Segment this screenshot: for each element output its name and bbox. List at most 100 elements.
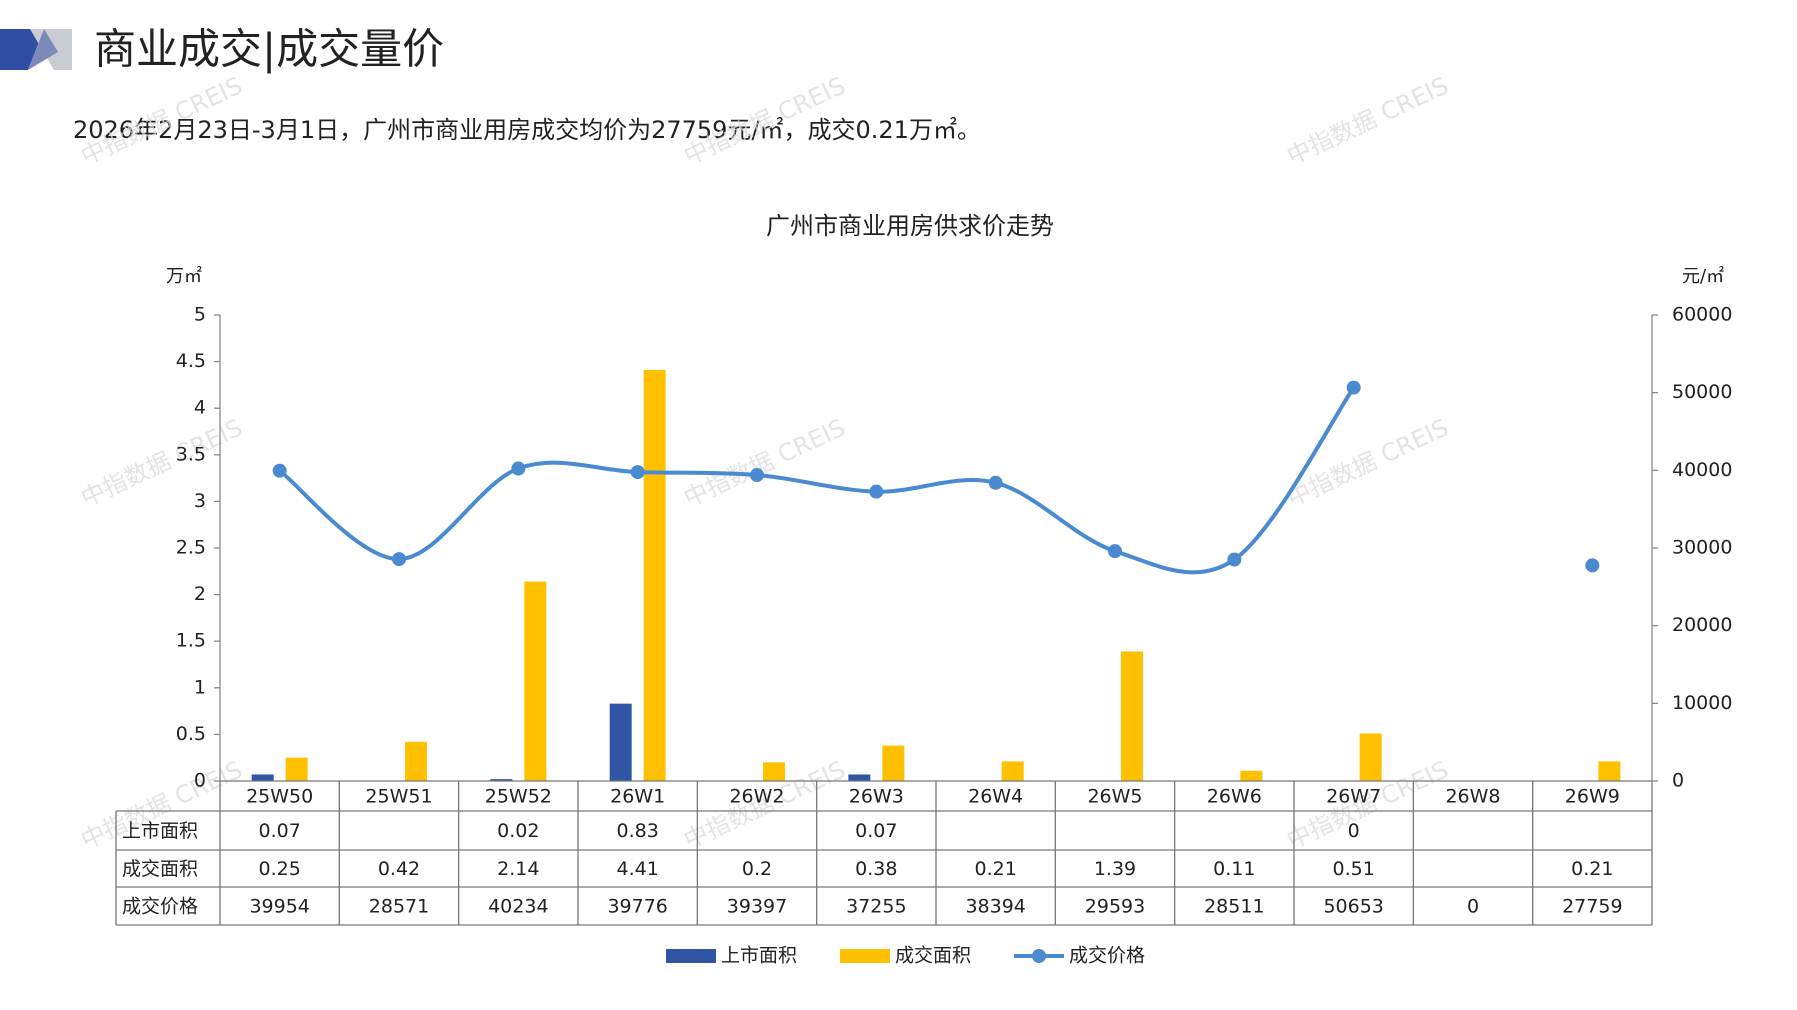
legend-label: 上市面积	[721, 945, 797, 967]
x-tick-label: 25W51	[365, 786, 432, 808]
y2-tick-label: 0	[1672, 770, 1684, 792]
x-tick-label: 25W50	[246, 786, 313, 808]
y2-tick-label: 60000	[1672, 304, 1732, 326]
watermark: 中指数据 CREIS	[680, 414, 850, 513]
y2-tick-label: 10000	[1672, 692, 1732, 714]
y-tick-label: 4	[194, 397, 206, 419]
x-tick-label: 26W5	[1087, 786, 1142, 808]
table-cell: 0.21	[1571, 858, 1613, 880]
table-cell: 4.41	[617, 858, 659, 880]
bar	[1121, 651, 1143, 781]
legend-swatch	[1032, 949, 1046, 963]
table-cell: 0.2	[742, 858, 772, 880]
price-marker	[272, 463, 287, 478]
price-marker	[1108, 544, 1122, 559]
legend-label: 成交价格	[1069, 945, 1145, 967]
bar	[1240, 770, 1263, 781]
table-cell: 28571	[369, 896, 429, 918]
bar	[609, 703, 632, 781]
bar	[251, 774, 274, 781]
y-tick-label: 0.5	[176, 723, 206, 745]
price-marker	[869, 484, 884, 499]
table-cell: 0.38	[855, 858, 897, 880]
table-cell: 27759	[1562, 896, 1622, 918]
table-cell: 0	[1348, 820, 1360, 842]
table-cell: 50653	[1323, 896, 1383, 918]
y2-tick-label: 40000	[1672, 459, 1732, 481]
table-cell: 39776	[607, 896, 667, 918]
table-cell: 0.83	[617, 820, 659, 842]
y-tick-label: 1.5	[176, 630, 206, 652]
bar	[848, 774, 871, 781]
y-tick-label: 5	[194, 304, 206, 326]
bar	[763, 762, 785, 781]
bar	[1359, 733, 1382, 781]
legend-swatch	[840, 949, 890, 963]
x-tick-label: 26W3	[849, 786, 904, 808]
legend-label: 成交面积	[895, 945, 971, 967]
table-cell: 38394	[965, 896, 1025, 918]
table-cell: 0.42	[378, 858, 420, 880]
price-marker	[750, 468, 764, 483]
header-icon	[0, 29, 44, 70]
table-cell: 0.07	[259, 820, 301, 842]
table-cell: 1.39	[1094, 858, 1136, 880]
y-tick-label: 2.5	[176, 537, 206, 559]
y2-unit: 元/㎡	[1682, 265, 1724, 287]
watermark: 中指数据 CREIS	[1283, 72, 1453, 171]
table-cell: 2.14	[497, 858, 539, 880]
bar	[405, 741, 427, 781]
price-marker	[1227, 552, 1242, 567]
page-subtitle: 2026年2月23日-3月1日，广州市商业用房成交均价为27759元/㎡，成交0…	[73, 116, 981, 144]
x-tick-label: 26W7	[1326, 786, 1381, 808]
table-cell: 39397	[727, 896, 787, 918]
x-tick-label: 26W6	[1207, 786, 1262, 808]
table-cell: 0.51	[1333, 858, 1375, 880]
y2-tick-label: 50000	[1672, 381, 1732, 403]
table-cell: 0.25	[259, 858, 301, 880]
chart-title: 广州市商业用房供求价走势	[766, 212, 1054, 240]
bar	[490, 779, 513, 781]
price-marker	[630, 465, 645, 480]
x-tick-label: 26W8	[1445, 786, 1500, 808]
y-tick-label: 3	[194, 490, 206, 512]
price-marker	[988, 475, 1003, 490]
y-tick-label: 0	[194, 770, 206, 792]
y2-tick-label: 20000	[1672, 614, 1732, 636]
bar	[1598, 761, 1621, 781]
table-cell: 0.02	[497, 820, 539, 842]
price-line	[280, 388, 1593, 573]
y-unit: 万㎡	[166, 265, 202, 287]
x-tick-label: 25W52	[485, 786, 552, 808]
table-cell: 39954	[249, 896, 309, 918]
table-cell: 37255	[846, 896, 906, 918]
table-cell: 29593	[1085, 896, 1145, 918]
y2-tick-label: 30000	[1672, 537, 1732, 559]
table-cell: 0.21	[975, 858, 1017, 880]
y-tick-label: 3.5	[176, 443, 206, 465]
price-marker	[392, 552, 406, 567]
bar	[285, 757, 308, 781]
price-marker	[1585, 558, 1600, 573]
table-cell: 0	[1467, 896, 1479, 918]
legend-swatch	[666, 949, 716, 963]
table-row-label: 上市面积	[122, 820, 198, 842]
y-tick-label: 4.5	[176, 350, 206, 372]
header-icon	[28, 29, 58, 70]
table-cell: 28511	[1204, 896, 1264, 918]
bar	[1001, 761, 1024, 781]
y-tick-label: 1	[194, 676, 206, 698]
bar	[643, 369, 666, 781]
table-cell: 0.11	[1213, 858, 1255, 880]
bar	[524, 581, 547, 781]
x-tick-label: 26W2	[729, 786, 784, 808]
x-tick-label: 26W1	[610, 786, 665, 808]
table-row-label: 成交面积	[122, 858, 198, 880]
table-cell: 0.07	[855, 820, 897, 842]
x-tick-label: 26W4	[968, 786, 1023, 808]
price-marker	[1346, 380, 1361, 395]
page-title: 商业成交|成交量价	[94, 25, 444, 74]
table-cell: 40234	[488, 896, 548, 918]
